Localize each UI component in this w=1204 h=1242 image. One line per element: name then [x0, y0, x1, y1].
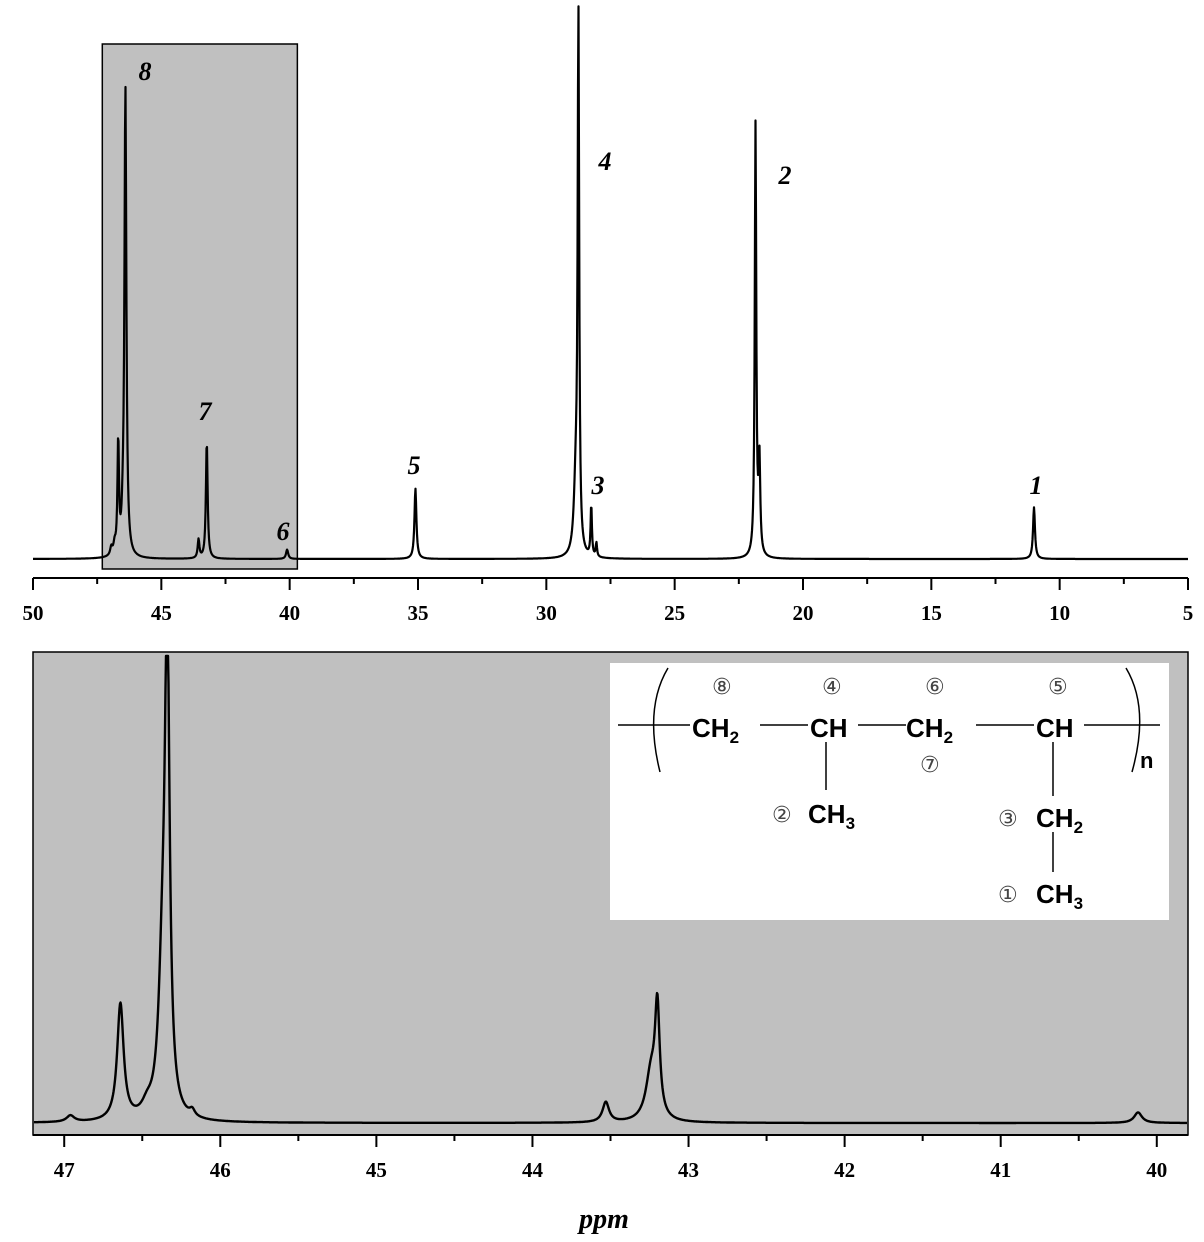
group-4-number: ④ — [822, 675, 842, 700]
x-tick-label: 47 — [54, 1158, 75, 1182]
group-2-formula: CH3 — [808, 799, 855, 833]
x-tick-label: 20 — [793, 601, 814, 625]
x-axis-zoom: 47 46 45 44 43 42 41 40 — [33, 1134, 1188, 1182]
group-3-number: ③ — [998, 807, 1018, 832]
peak-label-5: 5 — [408, 451, 421, 480]
x-tick-label: 40 — [279, 601, 300, 625]
peak-label-4: 4 — [598, 147, 612, 176]
x-tick-label: 30 — [536, 601, 557, 625]
group-1-number: ① — [998, 883, 1018, 908]
peak-label-8: 8 — [139, 57, 152, 86]
spectrum-line-zoom — [33, 654, 1188, 1125]
x-tick-label: 35 — [408, 601, 429, 625]
group-6-formula: CH2 — [906, 713, 953, 747]
peak-label-1: 1 — [1030, 471, 1043, 500]
x-axis-full: 50 45 40 35 30 25 20 15 10 5 — [23, 577, 1194, 625]
structure-background — [610, 663, 1169, 920]
peak-label-2: 2 — [778, 161, 792, 190]
peak-label-7: 7 — [199, 397, 213, 426]
highlight-region — [101, 43, 299, 570]
peak-labels: 8 7 6 5 4 3 2 1 — [139, 57, 1043, 546]
peak-label-6: 6 — [277, 517, 290, 546]
group-5-formula: CH — [1036, 713, 1074, 743]
x-tick-label: 45 — [366, 1158, 387, 1182]
group-2-number: ② — [772, 803, 792, 828]
left-bracket — [652, 667, 669, 773]
group-8-number: ⑧ — [712, 675, 732, 700]
x-axis-title: ppm — [577, 1204, 629, 1235]
x-tick-label: 25 — [664, 601, 685, 625]
right-bracket — [1125, 667, 1141, 773]
spectrum-line-full — [32, 5, 1189, 561]
x-tick-label: 41 — [990, 1158, 1011, 1182]
peak-label-3: 3 — [591, 471, 605, 500]
group-4-formula: CH — [810, 713, 848, 743]
x-tick-label: 15 — [921, 601, 942, 625]
group-8-formula: CH2 — [692, 713, 739, 747]
x-tick-label: 46 — [210, 1158, 231, 1182]
group-5-number: ⑤ — [1048, 675, 1068, 700]
x-tick-label: 50 — [23, 601, 44, 625]
repeat-unit-n: n — [1140, 748, 1153, 773]
x-tick-label: 42 — [834, 1158, 855, 1182]
x-tick-label: 45 — [151, 601, 172, 625]
group-1-formula: CH3 — [1036, 879, 1083, 913]
x-tick-label: 40 — [1146, 1158, 1167, 1182]
group-7-number: ⑦ — [920, 753, 940, 778]
group-3-formula: CH2 — [1036, 803, 1083, 837]
polymer-structure-inset: ⑧ CH2 ④ CH ⑥ CH2 ⑦ ⑤ CH n ② CH3 ③ CH2 ① … — [610, 663, 1169, 920]
x-tick-label: 5 — [1183, 601, 1194, 625]
x-tick-label: 43 — [678, 1158, 699, 1182]
group-6-number: ⑥ — [925, 675, 945, 700]
x-tick-label: 44 — [522, 1158, 544, 1182]
x-tick-label: 10 — [1049, 601, 1070, 625]
